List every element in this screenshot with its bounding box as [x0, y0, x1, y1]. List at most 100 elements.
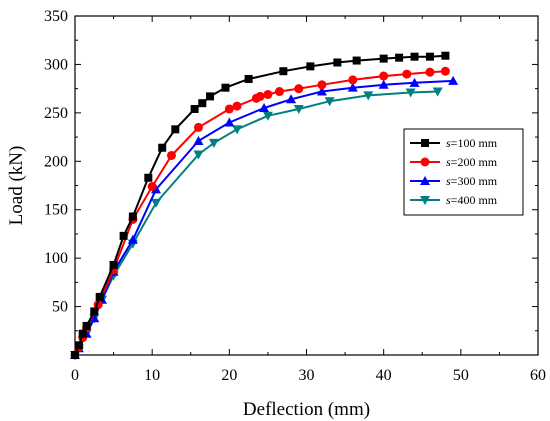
data-point [128, 212, 137, 221]
data-point [286, 94, 297, 104]
x-axis-title: Deflection (mm) [243, 399, 370, 420]
data-point [324, 97, 335, 107]
legend-label-var: s [446, 155, 451, 169]
ticks: 0 10 20 30 40 50 60 50 100 150 200 250 300 350 [44, 8, 546, 384]
legend-marker [420, 196, 430, 205]
data-point [89, 313, 100, 323]
data-point [90, 307, 99, 316]
data-point [262, 111, 273, 121]
data-point [347, 82, 358, 92]
legend-label-var: s [446, 174, 451, 188]
data-point [193, 150, 204, 160]
data-point [379, 71, 389, 81]
legend-label: s=100 mm [446, 136, 498, 150]
data-point [224, 117, 235, 127]
legend-label: s=400 mm [446, 193, 498, 207]
data-point [378, 79, 389, 89]
data-point [379, 54, 388, 63]
data-point [244, 74, 253, 83]
data-point [224, 104, 234, 114]
x-tick-label: 0 [71, 367, 79, 384]
data-point [263, 89, 273, 99]
data-point [440, 66, 450, 76]
data-point [259, 103, 270, 113]
y-tick-label: 350 [44, 8, 68, 25]
y-tick-label: 50 [52, 299, 68, 316]
legend-marker [420, 176, 430, 185]
data-point [425, 52, 434, 61]
legend-label-var: s [446, 136, 451, 150]
data-point [82, 321, 91, 330]
legend-entry: s=300 mm [410, 174, 498, 188]
data-point [363, 91, 374, 101]
data-point [151, 184, 162, 194]
data-point [198, 99, 207, 108]
data-point [193, 122, 203, 132]
series-1 [71, 51, 450, 359]
data-point [316, 86, 327, 96]
data-point [279, 67, 288, 76]
data-point [158, 143, 167, 152]
x-tick-label: 50 [453, 367, 469, 384]
legend-marker [420, 157, 430, 167]
legend-label: s=300 mm [446, 174, 498, 188]
data-point [74, 341, 83, 350]
data-point [147, 181, 157, 191]
legend: s=100 mms=200 mms=300 mms=400 mm [403, 128, 524, 216]
x-tick-label: 30 [299, 367, 315, 384]
series-layer [70, 51, 459, 360]
data-point [317, 80, 327, 90]
data-point [348, 75, 358, 85]
data-point [193, 135, 204, 145]
data-point [395, 53, 404, 62]
y-axis-title: Load (kN) [6, 146, 27, 226]
legend-label-value: =200 mm [451, 155, 498, 169]
legend-label-var: s [446, 193, 451, 207]
y-tick-label: 100 [44, 250, 68, 267]
data-point [293, 104, 304, 114]
y-tick-label: 150 [44, 202, 68, 219]
data-point [402, 69, 412, 79]
legend-marker [421, 139, 429, 147]
data-point [190, 104, 199, 113]
x-tick-label: 10 [144, 367, 160, 384]
data-point [95, 292, 104, 301]
y-tick-label: 300 [44, 56, 68, 73]
data-point [119, 231, 128, 240]
data-point [208, 138, 219, 148]
data-point [294, 84, 304, 94]
data-point [71, 351, 79, 359]
data-point [352, 56, 361, 65]
x-tick-label: 40 [376, 367, 392, 384]
y-tick-label: 250 [44, 105, 68, 122]
data-point [166, 150, 176, 160]
legend-entry: s=100 mm [410, 136, 498, 150]
data-point [410, 52, 419, 61]
data-point [333, 58, 342, 67]
x-tick-label: 20 [221, 367, 237, 384]
data-point [441, 51, 450, 60]
data-point [221, 83, 230, 92]
data-point [255, 91, 265, 101]
data-point [232, 125, 243, 135]
legend-entry: s=400 mm [410, 193, 498, 207]
data-point [127, 234, 138, 244]
data-point [425, 67, 435, 77]
data-point [274, 87, 284, 97]
data-point [409, 77, 420, 87]
data-point [432, 87, 443, 97]
legend-label-value: =100 mm [451, 136, 498, 150]
data-point [151, 198, 162, 208]
legend-label: s=200 mm [446, 155, 498, 169]
data-point [448, 75, 459, 85]
data-point [206, 92, 215, 101]
legend-entry: s=200 mm [410, 155, 498, 169]
legend-label-value: =300 mm [451, 174, 498, 188]
legend-label-value: =400 mm [451, 193, 498, 207]
data-point [232, 101, 242, 111]
data-point [171, 125, 180, 134]
data-point [109, 260, 118, 269]
series-4 [70, 87, 443, 360]
data-point [306, 62, 315, 71]
